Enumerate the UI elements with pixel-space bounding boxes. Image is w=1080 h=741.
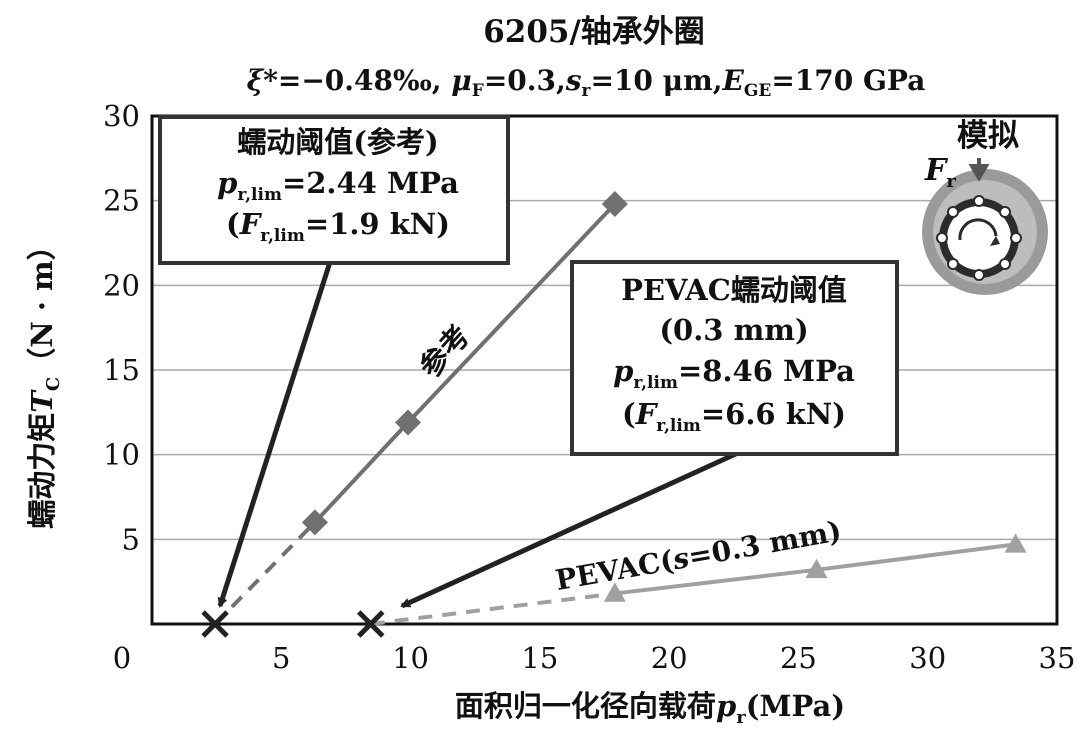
y-tick-label: 10 bbox=[103, 438, 140, 472]
y-tick-label: 20 bbox=[103, 268, 140, 302]
pevac-box-line3: pr,lim=8.46 MPa bbox=[613, 354, 855, 393]
plot-area-frame bbox=[150, 114, 1059, 626]
data-point-triangle bbox=[805, 558, 828, 579]
pevac-threshold-box: PEVAC蠕动阈值 (0.3 mm) pr,lim=8.46 MPa (Fr,l… bbox=[570, 260, 899, 456]
bearing-simulation-inset bbox=[922, 158, 1048, 295]
series-1 bbox=[213, 191, 628, 626]
pevac-threshold-arrow bbox=[400, 449, 742, 609]
pevac-box-line2: (0.3 mm) bbox=[659, 313, 808, 347]
ref-box-line1: 蠕动阈值(参考) bbox=[237, 125, 438, 159]
pevac-box-line1: PEVAC蠕动阈值 bbox=[621, 273, 847, 307]
load-arrow-icon bbox=[968, 158, 990, 182]
bearing-balls bbox=[936, 195, 1022, 281]
y-tick-label: 30 bbox=[103, 99, 140, 133]
data-point-diamond bbox=[601, 191, 628, 218]
x-tick-label: 0 bbox=[113, 641, 131, 675]
data-point-diamond bbox=[394, 409, 421, 436]
series-extrapolation-line bbox=[370, 591, 616, 626]
y-tick-labels: 5 10 15 20 25 30 bbox=[103, 99, 140, 556]
chart-subtitle: ξ*=−0.48‰, μF=0.3,sr=10 μm,EGE=170 GPa bbox=[247, 64, 926, 101]
y-tick-label: 25 bbox=[103, 184, 140, 218]
y-tick-label: 15 bbox=[103, 353, 140, 387]
series-2 bbox=[370, 533, 1027, 626]
radial-force-label: Fr bbox=[924, 153, 956, 192]
ref-threshold-box: 蠕动阈值(参考) pr,lim=2.44 MPa (Fr,lim=1.9 kN) bbox=[158, 115, 510, 265]
x-tick-labels: 0 5 10 15 20 25 30 35 bbox=[113, 641, 1076, 675]
x-axis-label: 面积归一化径向载荷pr(MPa) bbox=[455, 689, 845, 728]
simulation-label: 模拟 bbox=[957, 118, 1019, 154]
rotation-arrow-icon bbox=[958, 218, 998, 241]
x-tick-label: 20 bbox=[651, 641, 688, 675]
ref-threshold-arrow bbox=[217, 261, 333, 608]
pevac-box-line4: (Fr,lim=6.6 kN) bbox=[622, 397, 846, 436]
chart-title: 6205/轴承外圈 bbox=[483, 14, 705, 50]
data-point-diamond bbox=[301, 509, 328, 536]
x-tick-label: 10 bbox=[392, 641, 429, 675]
series-layer bbox=[213, 191, 1027, 626]
x-tick-label: 25 bbox=[780, 641, 817, 675]
threshold-markers bbox=[201, 610, 385, 638]
threshold-x-marker bbox=[201, 610, 229, 638]
ref-box-line2: pr,lim=2.44 MPa bbox=[217, 166, 459, 205]
x-tick-label: 15 bbox=[521, 641, 558, 675]
y-tick-label: 5 bbox=[122, 522, 140, 556]
ref-series-label: 参考 bbox=[413, 318, 477, 384]
data-point-triangle bbox=[603, 582, 626, 602]
data-point-triangle bbox=[1004, 533, 1027, 553]
y-axis-label: 蠕动力矩TC（N · m） bbox=[25, 231, 64, 528]
threshold-x-marker bbox=[356, 610, 385, 638]
x-tick-label: 35 bbox=[1039, 641, 1076, 675]
ref-box-line3: (Fr,lim=1.9 kN) bbox=[226, 207, 450, 246]
x-tick-label: 5 bbox=[272, 641, 290, 675]
x-tick-label: 30 bbox=[909, 641, 946, 675]
